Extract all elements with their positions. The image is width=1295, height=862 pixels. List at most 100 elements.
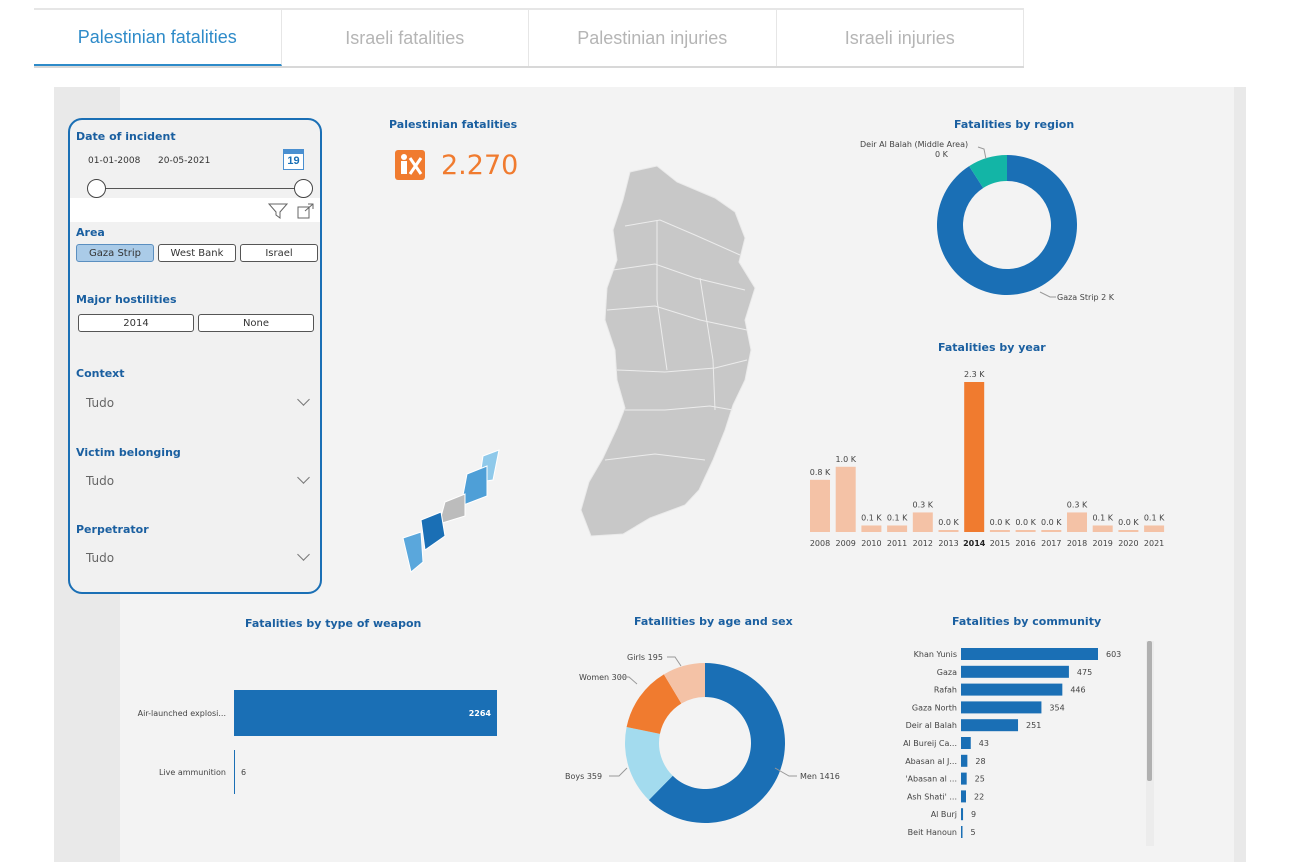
area-israel-chip[interactable]: Israel xyxy=(240,244,318,262)
year-bar xyxy=(1041,530,1062,532)
tab-israeli-injuries[interactable]: Israeli injuries xyxy=(777,10,1024,66)
year-bar xyxy=(1015,530,1036,532)
focus-mode-icon[interactable] xyxy=(296,202,316,220)
community-category-label: Gaza North xyxy=(912,703,957,712)
community-category-label: Ash Shati' ... xyxy=(907,792,957,801)
area-west-bank-chip[interactable]: West Bank xyxy=(158,244,236,262)
community-bar xyxy=(961,754,968,767)
region-slice xyxy=(969,155,1007,188)
year-bar-label: 0.1 K xyxy=(1092,513,1113,522)
chevron-down-icon xyxy=(297,548,310,561)
weapon-category-label: Air-launched explosi... xyxy=(138,709,226,718)
date-start[interactable]: 01-01-2008 xyxy=(88,156,141,166)
west-bank-district-borders xyxy=(604,219,748,461)
year-bar-label: 0.0 K xyxy=(1118,518,1139,527)
region-data-label: Deir Al Balah (Middle Area) xyxy=(860,140,968,149)
hostilities-2014-chip[interactable]: 2014 xyxy=(78,314,194,332)
weapon-bar-label: 2264 xyxy=(469,709,492,718)
gaza-strip-shape xyxy=(402,449,500,573)
date-slider-end-handle[interactable] xyxy=(294,179,313,198)
year-tick-label: 2008 xyxy=(810,539,830,548)
year-bar-label: 0.3 K xyxy=(913,500,934,509)
community-bar-label: 603 xyxy=(1106,650,1121,659)
community-bar xyxy=(961,719,1019,732)
kpi-value: 2.270 xyxy=(441,150,519,181)
year-bar xyxy=(1092,525,1113,532)
community-bar xyxy=(961,648,1098,660)
year-bar-label: 0.1 K xyxy=(861,513,882,522)
community-chart-title: Fatalities by community xyxy=(952,615,1102,628)
perpetrator-filter-title: Perpetrator xyxy=(76,523,149,536)
tab-palestinian-fatalities[interactable]: Palestinian fatalities xyxy=(34,10,282,66)
victim-dropdown[interactable]: Tudo xyxy=(76,470,316,492)
region-donut-chart[interactable]: Gaza Strip 2 K Deir Al Balah (Middle Area… xyxy=(850,135,1170,315)
report-tabs: Palestinian fatalities Israeli fatalitie… xyxy=(34,8,1024,68)
year-tick-label: 2012 xyxy=(913,539,933,548)
map-visual[interactable] xyxy=(395,160,775,580)
community-bar-chart[interactable]: Khan Yunis 603 Gaza 475 Rafah 446 Gaza North 35… xyxy=(860,640,1140,850)
year-bar xyxy=(810,479,830,532)
weapon-chart-title: Fatalities by type of weapon xyxy=(245,617,422,630)
year-tick-label: 2009 xyxy=(836,539,856,548)
victim-filter-title: Victim belonging xyxy=(76,446,181,459)
year-tick-label: 2020 xyxy=(1118,539,1138,548)
date-end[interactable]: 20-05-2021 xyxy=(158,156,211,166)
age-slice xyxy=(648,663,785,823)
year-bar-label: 0.1 K xyxy=(887,513,908,522)
year-tick-label: 2016 xyxy=(1015,539,1035,548)
year-bar-label: 0.0 K xyxy=(990,518,1011,527)
year-bar-label: 2.3 K xyxy=(964,370,985,379)
age-data-label: Women 300 xyxy=(579,673,627,682)
leader-line xyxy=(774,767,797,777)
year-tick-label: 2015 xyxy=(990,539,1010,548)
year-bar xyxy=(938,530,959,532)
date-filter-title: Date of incident xyxy=(76,130,176,143)
hostilities-filter-title: Major hostilities xyxy=(76,293,177,306)
community-bar-label: 25 xyxy=(975,775,985,784)
community-scrollbar[interactable] xyxy=(1146,641,1154,846)
year-tick-label: 2010 xyxy=(861,539,881,548)
year-tick-label: 2018 xyxy=(1067,539,1087,548)
perpetrator-dropdown[interactable]: Tudo xyxy=(76,547,316,569)
context-dropdown[interactable]: Tudo xyxy=(76,392,316,414)
year-tick-label: 2014 xyxy=(963,539,986,548)
weapon-bar-chart[interactable]: Air-launched explosi... 2264 Live ammuniti… xyxy=(120,680,520,800)
west-bank-shape xyxy=(580,165,756,537)
leader-line xyxy=(977,146,987,160)
year-bar-label: 0.0 K xyxy=(1015,518,1036,527)
community-bar-label: 22 xyxy=(974,792,984,801)
leader-line xyxy=(609,767,628,777)
filter-icon[interactable] xyxy=(268,202,288,220)
community-bar-label: 251 xyxy=(1026,721,1041,730)
community-bar xyxy=(961,665,1069,678)
year-bar-chart[interactable]: 0.8 K 2008 1.0 K 2009 0.1 K 2010 0.1 K 2011 0.3 … xyxy=(805,360,1165,555)
date-slider-track xyxy=(96,188,304,189)
age-donut-chart[interactable]: Men 1416 Boys 359 Women 300 Girls 195 xyxy=(545,640,865,840)
victim-value: Tudo xyxy=(86,474,115,488)
chevron-down-icon xyxy=(297,393,310,406)
community-category-label: Al Bureij Ca... xyxy=(903,739,957,748)
year-tick-label: 2019 xyxy=(1093,539,1113,548)
hostilities-none-chip[interactable]: None xyxy=(198,314,314,332)
tab-israeli-fatalities[interactable]: Israeli fatalities xyxy=(282,10,529,66)
community-category-label: Rafah xyxy=(934,686,957,695)
community-scrollbar-thumb[interactable] xyxy=(1147,641,1152,781)
region-data-label: 0 K xyxy=(935,150,949,159)
community-category-label: Deir al Balah xyxy=(906,721,957,730)
year-bar xyxy=(887,525,908,532)
age-slice xyxy=(663,663,705,704)
age-data-label: Girls 195 xyxy=(627,653,663,662)
community-bar-label: 43 xyxy=(979,739,989,748)
calendar-icon[interactable]: 19 xyxy=(283,149,304,170)
community-bar-label: 5 xyxy=(971,828,976,837)
community-bar xyxy=(961,701,1042,714)
tab-palestinian-injuries[interactable]: Palestinian injuries xyxy=(529,10,777,66)
region-chart-title: Fatalities by region xyxy=(954,118,1075,131)
community-bar xyxy=(961,683,1063,696)
date-slider-start-handle[interactable] xyxy=(87,179,106,198)
leader-line xyxy=(667,656,682,667)
area-filter-title: Area xyxy=(76,226,105,239)
year-bar-label: 0.0 K xyxy=(938,518,959,527)
area-gaza-strip-chip[interactable]: Gaza Strip xyxy=(76,244,154,262)
weapon-bar xyxy=(234,690,497,736)
